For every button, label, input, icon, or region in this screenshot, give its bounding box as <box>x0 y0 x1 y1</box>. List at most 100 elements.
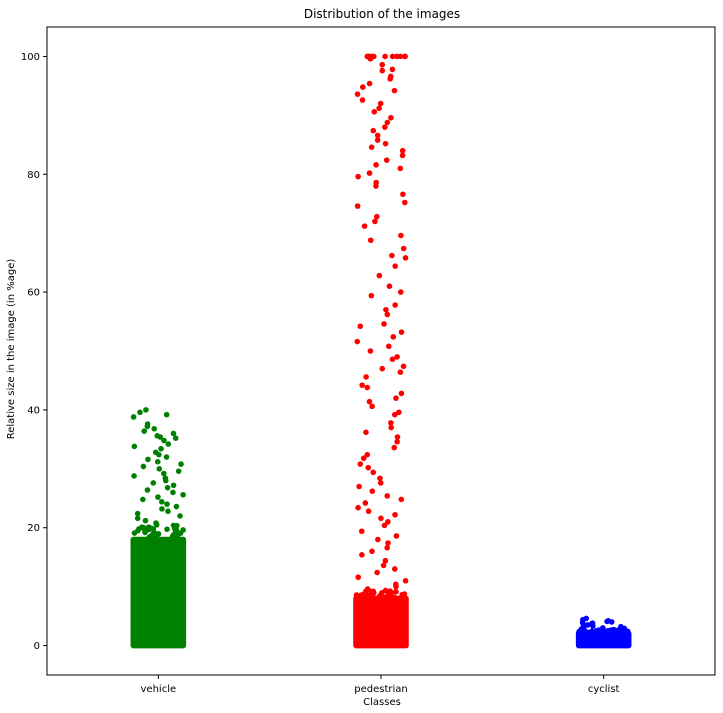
data-point <box>388 420 394 426</box>
data-point <box>368 292 375 299</box>
data-point <box>355 574 361 581</box>
data-point <box>150 534 157 540</box>
data-point <box>389 53 396 60</box>
data-point <box>391 566 398 572</box>
data-point <box>177 530 184 537</box>
data-point <box>388 114 394 121</box>
data-point <box>364 592 370 599</box>
data-point <box>134 515 141 522</box>
data-point <box>158 445 164 452</box>
data-point <box>164 484 171 491</box>
data-point <box>361 223 368 229</box>
data-point <box>364 384 371 391</box>
data-point <box>178 461 184 467</box>
data-point <box>604 618 610 625</box>
data-point <box>162 477 169 484</box>
data-point <box>396 409 402 416</box>
data-point <box>142 517 149 524</box>
data-point <box>382 53 388 60</box>
x-axis-title: Classes <box>363 697 401 708</box>
data-point <box>390 334 397 340</box>
data-point <box>141 428 148 434</box>
strip-vehicle <box>130 407 187 649</box>
data-point <box>401 53 408 60</box>
data-point <box>130 414 137 420</box>
data-point <box>372 218 378 225</box>
data-point <box>398 496 405 503</box>
data-point <box>156 451 162 458</box>
data-point <box>140 496 146 503</box>
data-point <box>377 480 384 486</box>
data-point <box>391 594 398 601</box>
data-point <box>175 468 182 474</box>
data-point <box>384 311 391 318</box>
data-point <box>388 424 394 431</box>
data-point <box>590 623 596 629</box>
data-point <box>373 162 379 168</box>
data-point <box>173 527 180 533</box>
data-point <box>400 363 407 370</box>
strip-pedestrian <box>353 53 409 649</box>
data-point <box>397 369 404 376</box>
data-point <box>369 548 375 555</box>
data-point <box>170 489 176 496</box>
data-point <box>357 461 364 467</box>
data-point <box>170 482 177 489</box>
data-point <box>370 469 377 476</box>
data-point <box>384 493 391 499</box>
dense-band-cyclist <box>575 630 632 649</box>
data-point <box>150 480 157 486</box>
data-point <box>357 593 364 599</box>
data-point <box>398 232 404 239</box>
data-point <box>399 152 406 159</box>
data-point <box>153 520 159 526</box>
data-point <box>375 536 381 543</box>
data-point <box>165 441 172 447</box>
data-point <box>374 132 381 139</box>
data-point <box>144 487 151 493</box>
data-point <box>399 593 406 599</box>
data-point <box>389 252 395 259</box>
data-point <box>402 255 409 261</box>
data-point <box>379 61 386 68</box>
data-point <box>354 91 361 97</box>
data-point <box>374 569 380 576</box>
data-point <box>173 503 180 510</box>
y-tick-label: 40 <box>27 405 40 416</box>
data-point <box>140 463 147 470</box>
data-point <box>393 583 399 590</box>
data-point <box>389 356 396 363</box>
data-point <box>356 483 362 490</box>
data-point <box>154 458 161 465</box>
x-tick-label-vehicle: vehicle <box>141 684 177 695</box>
data-point <box>366 398 373 405</box>
data-point <box>365 464 372 471</box>
data-point <box>391 444 398 451</box>
data-point <box>391 87 398 94</box>
dense-band-pedestrian <box>353 595 409 649</box>
data-point <box>585 629 592 636</box>
data-point <box>392 302 398 308</box>
data-point <box>400 245 407 252</box>
y-tick-label: 60 <box>27 288 40 299</box>
data-point <box>159 506 165 512</box>
data-point <box>360 455 367 462</box>
strip-cyclist <box>575 615 632 649</box>
data-point <box>379 67 386 74</box>
data-point <box>400 191 406 198</box>
data-point <box>383 157 390 163</box>
data-point <box>366 80 373 87</box>
data-point <box>144 423 151 430</box>
data-point <box>386 343 392 350</box>
data-point <box>367 237 374 244</box>
data-point <box>383 306 389 313</box>
y-tick-label: 100 <box>21 52 40 63</box>
data-point <box>355 173 361 180</box>
data-point <box>131 443 138 450</box>
data-point <box>393 395 399 401</box>
data-point <box>165 508 171 515</box>
data-point <box>170 430 177 437</box>
data-point <box>150 526 157 532</box>
data-point <box>172 435 179 441</box>
